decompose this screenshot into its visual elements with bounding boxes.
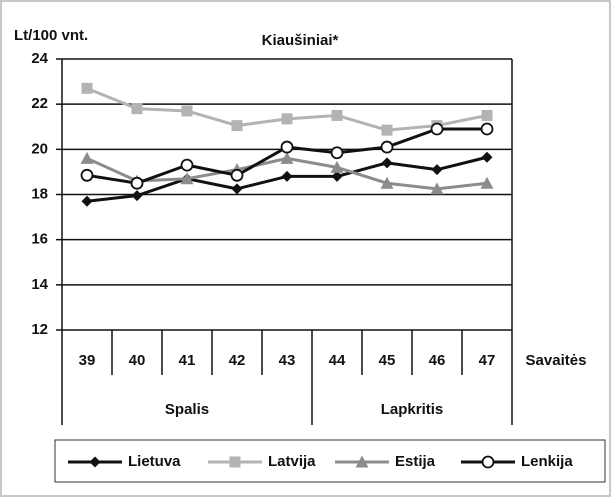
data-point: [180, 158, 194, 172]
data-point: [481, 109, 493, 121]
data-point: [281, 170, 293, 182]
data-point: [281, 113, 293, 125]
y-axis-label: Lt/100 vnt.: [14, 27, 88, 44]
y-tick-label: 24: [31, 50, 48, 67]
data-point: [331, 170, 343, 182]
y-tick-label: 12: [31, 321, 48, 338]
group-label: Lapkritis: [381, 401, 444, 418]
data-point: [381, 124, 393, 136]
chart-title: Kiaušiniai*: [262, 32, 339, 49]
data-point: [331, 109, 343, 121]
data-point: [80, 151, 94, 164]
x-tick-label: 44: [329, 352, 346, 369]
data-point: [481, 151, 493, 163]
x-tick-label: 40: [129, 352, 146, 369]
legend-label: Lietuva: [128, 453, 181, 470]
x-tick-label: 45: [379, 352, 396, 369]
x-tick-label: 43: [279, 352, 296, 369]
data-point: [81, 195, 93, 207]
x-tick-label: 39: [79, 352, 96, 369]
legend-box: [54, 439, 606, 483]
data-point: [431, 164, 443, 176]
data-point: [381, 157, 393, 169]
data-point: [330, 146, 344, 160]
data-point: [480, 176, 494, 189]
data-point: [430, 122, 444, 136]
x-tick-label: 47: [479, 352, 496, 369]
x-tick-label: 42: [229, 352, 246, 369]
y-tick-label: 14: [31, 276, 48, 293]
legend-marker: [89, 456, 101, 468]
data-point: [330, 160, 344, 173]
x-tick-label: 46: [429, 352, 446, 369]
legend-label: Estija: [395, 453, 436, 470]
group-label: Spalis: [165, 401, 209, 418]
y-tick-label: 22: [31, 95, 48, 112]
data-point: [430, 182, 444, 195]
data-point: [280, 140, 294, 154]
y-tick-label: 20: [31, 140, 48, 157]
legend-marker: [481, 455, 495, 469]
data-point: [130, 176, 144, 190]
x-axis-label: Savaitės: [526, 352, 587, 369]
data-point: [380, 140, 394, 154]
data-point: [131, 103, 143, 115]
data-point: [231, 183, 243, 195]
data-point: [280, 151, 294, 164]
data-point: [230, 168, 244, 182]
data-point: [181, 105, 193, 117]
legend-marker: [229, 456, 241, 468]
y-tick-label: 16: [31, 231, 48, 248]
data-point: [231, 120, 243, 132]
data-point: [131, 190, 143, 202]
data-point: [380, 176, 394, 189]
legend-label: Lenkija: [521, 453, 573, 470]
data-point: [81, 82, 93, 94]
data-point: [180, 172, 194, 185]
legend-label: Latvija: [268, 453, 316, 470]
x-tick-label: 41: [179, 352, 196, 369]
data-point: [480, 122, 494, 136]
data-point: [80, 168, 94, 182]
y-tick-label: 18: [31, 185, 48, 202]
legend-marker: [355, 455, 369, 468]
